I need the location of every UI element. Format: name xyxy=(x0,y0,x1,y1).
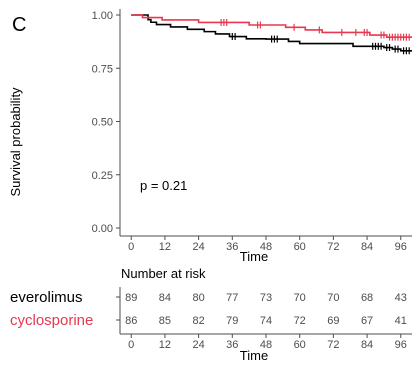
risk-x-tick-label: 0 xyxy=(128,339,134,351)
risk-value: 85 xyxy=(159,315,171,327)
risk-x-tick-label: 12 xyxy=(159,339,171,351)
risk-value: 74 xyxy=(260,315,272,327)
survival-curve-cyclosporine xyxy=(131,14,412,38)
risk-row-label: everolimus xyxy=(10,289,83,306)
x-tick-label: 60 xyxy=(294,241,306,253)
risk-value: 70 xyxy=(294,292,306,304)
risk-value: 68 xyxy=(361,292,373,304)
y-tick-label: 1.00 xyxy=(92,10,113,22)
p-value-annotation: p = 0.21 xyxy=(140,178,187,193)
panel-label: C xyxy=(12,14,27,36)
risk-value: 82 xyxy=(192,315,204,327)
x-tick-label: 12 xyxy=(159,241,171,253)
risk-value: 89 xyxy=(125,292,137,304)
risk-value: 72 xyxy=(294,315,306,327)
y-tick-label: 0.50 xyxy=(92,117,113,129)
risk-value: 41 xyxy=(395,315,407,327)
risk-x-tick-label: 36 xyxy=(226,339,238,351)
risk-x-tick-label: 96 xyxy=(395,339,407,351)
y-tick-label: 0.75 xyxy=(92,63,113,75)
x-tick-label: 48 xyxy=(260,241,272,253)
x-tick-label: 36 xyxy=(226,241,238,253)
risk-x-tick-label: 60 xyxy=(294,339,306,351)
risk-x-tick-label: 84 xyxy=(361,339,373,351)
risk-value: 69 xyxy=(327,315,339,327)
risk-value: 79 xyxy=(226,315,238,327)
risk-value: 84 xyxy=(159,292,171,304)
y-axis-label: Survival probability xyxy=(8,87,23,197)
x-tick-label: 24 xyxy=(192,241,204,253)
x-tick-label: 96 xyxy=(395,241,407,253)
risk-value: 86 xyxy=(125,315,137,327)
x-tick-label: 72 xyxy=(327,241,339,253)
risk-value: 67 xyxy=(361,315,373,327)
risk-x-tick-label: 72 xyxy=(327,339,339,351)
risk-x-axis-label: Time xyxy=(240,348,268,363)
risk-table-title: Number at risk xyxy=(121,266,206,281)
risk-value: 70 xyxy=(327,292,339,304)
risk-value: 77 xyxy=(226,292,238,304)
risk-value: 43 xyxy=(395,292,407,304)
survival-curve-everolimus xyxy=(131,14,412,52)
x-tick-label: 84 xyxy=(361,241,373,253)
risk-x-tick-label: 48 xyxy=(260,339,272,351)
risk-value: 80 xyxy=(192,292,204,304)
risk-value: 73 xyxy=(260,292,272,304)
x-axis-label: Time xyxy=(240,249,268,264)
y-tick-label: 0.25 xyxy=(92,170,113,182)
y-tick-label: 0.00 xyxy=(92,223,113,235)
risk-row-label: cyclosporine xyxy=(10,312,93,329)
x-tick-label: 0 xyxy=(128,241,134,253)
risk-x-tick-label: 24 xyxy=(192,339,204,351)
